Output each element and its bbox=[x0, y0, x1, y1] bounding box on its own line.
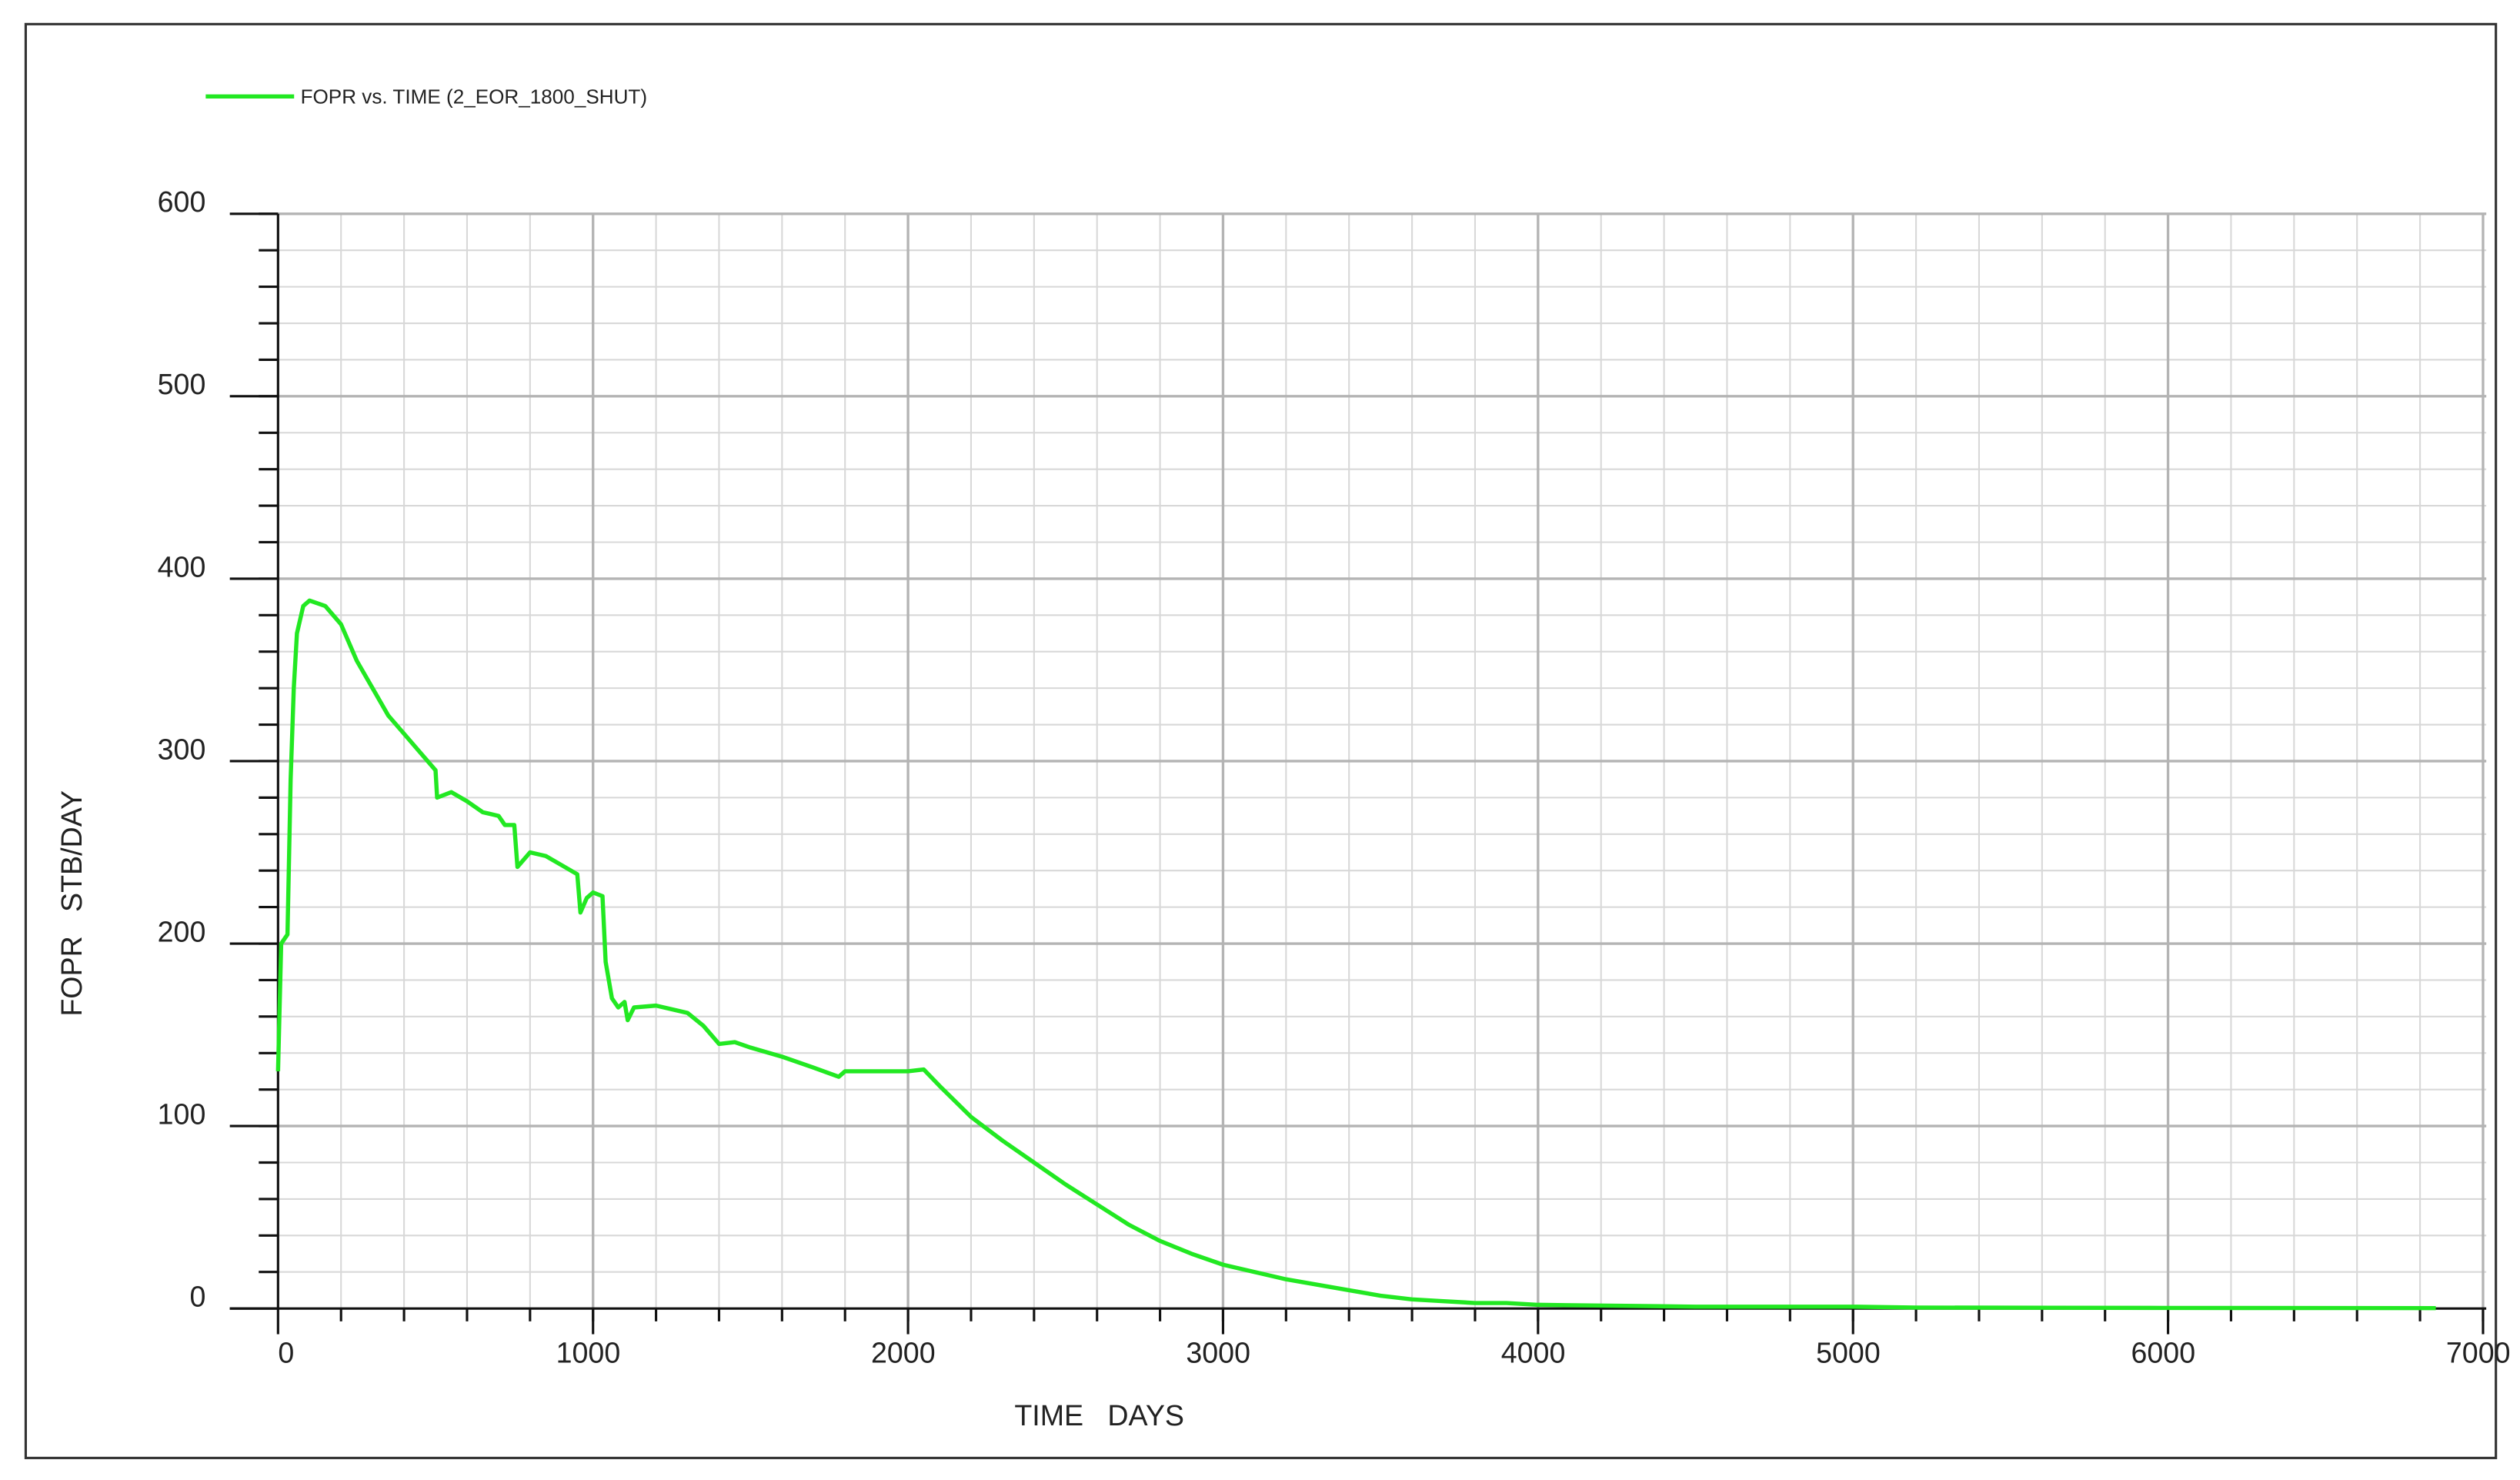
y-tick-label: 200 bbox=[158, 915, 206, 947]
y-tick-label: 500 bbox=[158, 368, 206, 400]
x-tick-label: 4000 bbox=[1501, 1337, 1566, 1369]
x-tick-label: 0 bbox=[278, 1337, 294, 1369]
y-tick-label: 300 bbox=[158, 733, 206, 765]
y-tick-label: 600 bbox=[158, 185, 206, 218]
legend-label: FOPR vs. TIME (2_EOR_1800_SHUT) bbox=[301, 85, 648, 108]
grid: 0 1000 2000 3000 4000 5000 6000 7000 0 100 200 300 4… bbox=[158, 185, 2511, 1368]
y-axis-title: FOPR STB/DAY bbox=[55, 790, 88, 1017]
x-tick-label: 1000 bbox=[556, 1337, 621, 1369]
y-tick-label: 0 bbox=[189, 1281, 205, 1313]
x-tick-label: 3000 bbox=[1186, 1337, 1250, 1369]
y-tick-label: 100 bbox=[158, 1097, 206, 1130]
plot: FOPR vs. TIME (2_EOR_1800_SHUT) bbox=[205, 85, 2436, 1311]
frame bbox=[24, 22, 2498, 1459]
x-tick-label: 2000 bbox=[871, 1337, 936, 1369]
x-tick-label: 5000 bbox=[1816, 1337, 1881, 1369]
y-tick-label: 400 bbox=[158, 550, 206, 583]
x-tick-label: 7000 bbox=[2446, 1337, 2511, 1369]
x-axis-title: TIME DAYS bbox=[1014, 1399, 1184, 1432]
x-tick-label: 6000 bbox=[2131, 1337, 2196, 1369]
data-line bbox=[275, 598, 2436, 1311]
